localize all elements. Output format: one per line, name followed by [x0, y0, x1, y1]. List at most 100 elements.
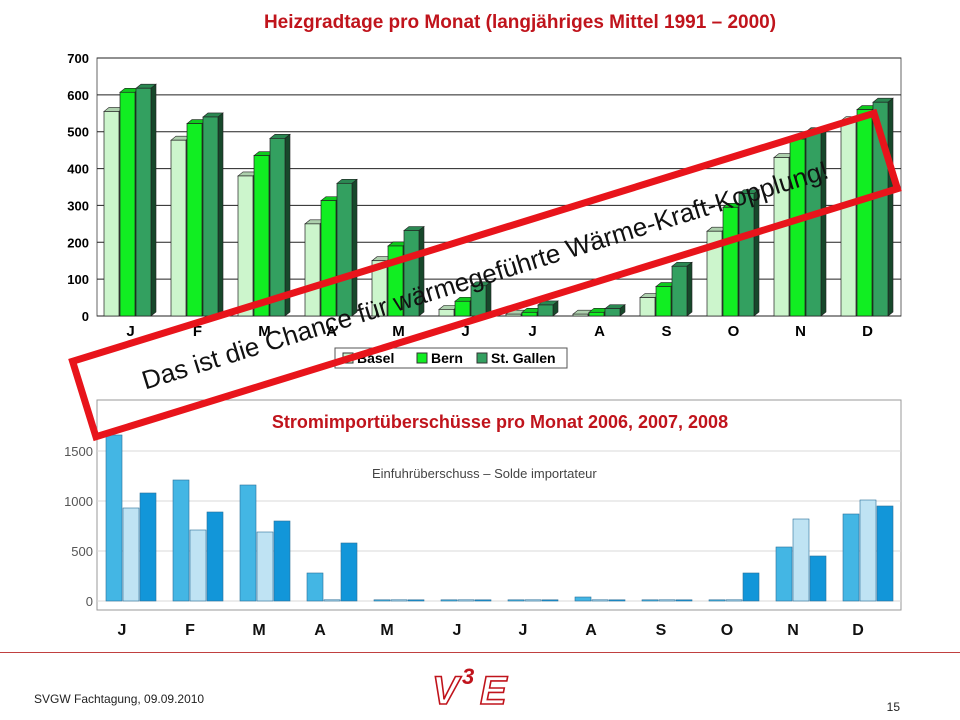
bar-st-gallen-J [135, 83, 157, 317]
svg-text:V: V [432, 669, 462, 712]
bar-side [150, 83, 157, 317]
electricity-import-chart: 0 500 1000 1500 Einfuhrüberschuss – Solde i… [64, 399, 902, 611]
y-tick-label: 300 [67, 198, 89, 213]
bar-series3-F [206, 511, 224, 602]
bar-st-gallen-J [537, 300, 559, 317]
bar-series2-M [256, 531, 274, 602]
bar-series1-F [172, 479, 190, 602]
legend-swatch-bern [416, 352, 428, 364]
bar-series2-N [792, 518, 810, 602]
bar-series2-A [323, 599, 341, 602]
bar-series3-J [541, 599, 559, 602]
bar-series3-O [742, 572, 760, 602]
bar-series1-D [842, 513, 860, 602]
bar-series3-J [139, 492, 157, 602]
y-tick-label: 600 [67, 88, 89, 103]
bar-front [872, 101, 889, 317]
bar-series1-A [574, 596, 592, 602]
bar-series1-J [507, 599, 525, 602]
x-tick-label: A [594, 323, 605, 340]
plot-area [96, 399, 902, 611]
x-tick-label: M [392, 323, 405, 340]
bar-front [438, 309, 455, 317]
bar-series1-M [373, 599, 391, 602]
month-label: D [852, 622, 864, 639]
x-tick-label: J [461, 323, 469, 340]
bar-series3-J [474, 599, 492, 602]
x-tick-label: A [326, 323, 337, 340]
plot-area [96, 57, 902, 317]
bar-side [284, 133, 291, 317]
bar-front [237, 175, 254, 317]
y-axis-ticks: 0 100 200 300 400 500 600 700 [67, 51, 89, 324]
bar-side [217, 112, 224, 317]
x-tick-label: O [728, 323, 740, 340]
y-tick-label: 0 [86, 594, 93, 609]
svg-text:3: 3 [462, 664, 474, 689]
legend-swatch-basel [342, 352, 354, 364]
bar-series3-A [340, 542, 358, 602]
y-tick-label: 1000 [64, 494, 93, 509]
y-tick-label: 100 [67, 272, 89, 287]
footer-divider [0, 652, 960, 653]
x-tick-label: N [795, 323, 806, 340]
bar-series1-O [708, 599, 726, 602]
legend-box [334, 347, 568, 369]
bar-front [840, 120, 857, 317]
bar-st-gallen-F [202, 112, 224, 317]
bar-front [253, 155, 270, 317]
bar-group [105, 434, 894, 602]
page-number: 15 [886, 700, 900, 714]
x-tick-label: J [126, 323, 134, 340]
month-label: N [787, 622, 799, 639]
bar-series2-D [859, 499, 877, 602]
x-tick-label: D [862, 323, 873, 340]
bar-series1-J [105, 434, 123, 602]
bar-series3-M [273, 520, 291, 602]
month-label: J [452, 622, 462, 639]
bar-series3-D [876, 505, 894, 602]
bar-series2-O [725, 599, 743, 602]
bar-front [706, 230, 723, 317]
bar-series2-J [524, 599, 542, 602]
bar-st-gallen-A [604, 304, 626, 317]
bar-series1-M [239, 484, 257, 602]
bar-st-gallen-D [872, 97, 894, 317]
bar-front [722, 206, 739, 317]
bar-st-gallen-A [336, 178, 358, 317]
bar-front [336, 182, 353, 317]
legend: Basel Bern St. Gallen [334, 347, 568, 369]
bar-front [738, 193, 755, 317]
month-label: A [314, 622, 326, 639]
month-label: O [720, 622, 734, 639]
bar-series3-M [407, 599, 425, 602]
chart-title-stromimport: Stromimportüberschüsse pro Monat 2006, 2… [271, 412, 729, 432]
month-label: S [655, 622, 667, 639]
bar-front [537, 304, 554, 317]
y-tick-label: 1500 [64, 444, 93, 459]
bar-front [103, 111, 120, 317]
grid-lines [97, 450, 901, 602]
x-tick-label: M [258, 323, 271, 340]
month-label: J [518, 622, 528, 639]
bar-front [470, 285, 487, 317]
footer-event-label: SVGW Fachtagung, 09.09.2010 [34, 692, 205, 706]
bar-series2-S [658, 599, 676, 602]
heating-degree-days-chart: 0 100 200 300 400 500 600 700 J F M A M J J A S O N D Base… [67, 51, 902, 369]
bar-front [572, 313, 589, 317]
bar-series1-A [306, 572, 324, 602]
y-tick-label: 400 [67, 162, 89, 177]
grid-lines [97, 57, 901, 317]
chart-title-heizgradtage: Heizgradtage pro Monat (langjähriges Mit… [263, 12, 777, 33]
bar-front [135, 87, 152, 317]
legend-label-basel: Basel [357, 350, 394, 366]
bar-st-gallen-N [805, 127, 827, 317]
x-tick-label: J [528, 323, 536, 340]
month-label: M [252, 622, 266, 639]
bar-front [789, 138, 806, 317]
chart-annotation: Einfuhrüberschuss – Solde importateur [372, 466, 597, 481]
legend-label-bern: Bern [431, 350, 463, 366]
y-tick-label: 700 [67, 51, 89, 66]
y-tick-label: 200 [67, 235, 89, 250]
